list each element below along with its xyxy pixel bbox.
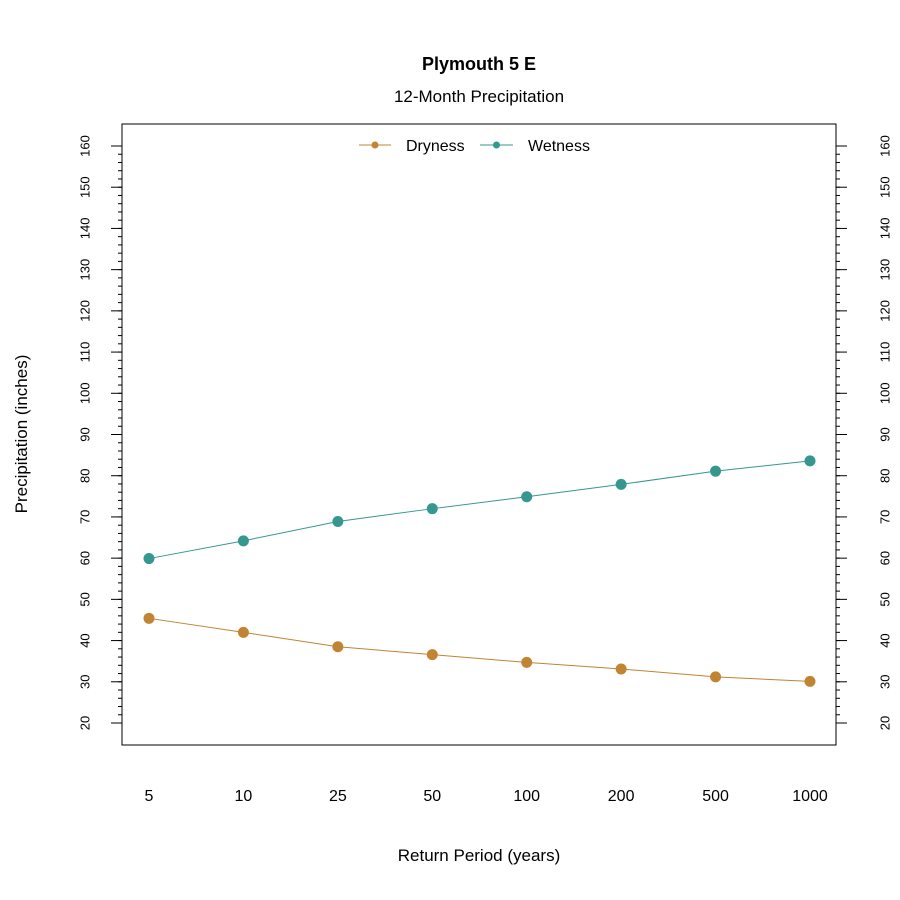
- y-axis-left: 20 30 40 50 60 70 80 90 100 110 120 130 140 150 160: [78, 135, 122, 730]
- y-tick-label-right: 120: [878, 300, 893, 322]
- y-tick-label-left: 50: [78, 592, 93, 606]
- data-point-dryness: [332, 641, 344, 653]
- x-tick-label: 200: [608, 788, 635, 805]
- series-layer: [143, 455, 816, 687]
- legend-label-wetness: Wetness: [528, 138, 590, 155]
- series-line-dryness: [148, 617, 811, 682]
- y-axis-label: Precipitation (inches): [12, 355, 31, 514]
- y-tick-label-right: 40: [878, 633, 893, 647]
- y-tick-label-right: 110: [878, 342, 893, 363]
- x-axis: 5 10 25 50 100 200 500 1000: [145, 788, 828, 805]
- chart-subtitle: 12-Month Precipitation: [394, 87, 564, 106]
- x-tick-label: 1000: [792, 788, 828, 805]
- y-tick-label-right: 140: [878, 218, 893, 240]
- data-point-wetness: [332, 515, 344, 527]
- data-point-dryness: [143, 612, 155, 624]
- y-tick-label-right: 20: [878, 716, 893, 730]
- y-tick-label-left: 20: [78, 716, 93, 730]
- x-tick-label: 500: [702, 788, 729, 805]
- legend: Dryness Wetness: [359, 138, 590, 155]
- data-point-wetness: [237, 535, 249, 547]
- data-point-dryness: [710, 671, 722, 683]
- y-tick-label-right: 80: [878, 468, 893, 482]
- y-tick-label-right: 150: [878, 176, 893, 198]
- data-point-dryness: [804, 675, 816, 687]
- legend-marker-dryness: [371, 141, 379, 149]
- y-tick-label-left: 40: [78, 633, 93, 647]
- data-point-dryness: [521, 656, 533, 668]
- y-tick-label-left: 90: [78, 427, 93, 441]
- x-tick-label: 50: [423, 788, 441, 805]
- y-tick-label-left: 150: [78, 176, 93, 198]
- data-point-wetness: [143, 553, 155, 565]
- data-point-dryness: [615, 663, 627, 675]
- x-tick-label: 100: [513, 788, 540, 805]
- y-tick-label-left: 80: [78, 468, 93, 482]
- data-point-wetness: [521, 491, 533, 503]
- data-point-wetness: [710, 465, 722, 477]
- y-tick-label-left: 30: [78, 675, 93, 689]
- y-tick-label-left: 130: [78, 259, 93, 281]
- y-tick-label-right: 30: [878, 675, 893, 689]
- legend-label-dryness: Dryness: [406, 138, 465, 155]
- y-tick-label-right: 100: [878, 382, 893, 404]
- data-point-dryness: [426, 649, 438, 661]
- y-tick-label-left: 110: [78, 342, 93, 363]
- y-tick-label-right: 60: [878, 551, 893, 565]
- y-tick-label-left: 120: [78, 300, 93, 322]
- y-tick-label-left: 100: [78, 382, 93, 404]
- y-tick-label-left: 60: [78, 551, 93, 565]
- data-point-wetness: [615, 478, 627, 490]
- y-tick-label-right: 130: [878, 259, 893, 281]
- y-tick-label-left: 160: [78, 135, 93, 157]
- y-axis-right: 20 30 40 50 60 70 80 90 100 110 120 130 140 150 160: [836, 135, 893, 730]
- data-point-wetness: [426, 503, 438, 515]
- series-line-wetness: [148, 460, 811, 560]
- data-point-wetness: [804, 455, 816, 467]
- y-tick-label-left: 140: [78, 218, 93, 240]
- chart-title: Plymouth 5 E: [422, 54, 536, 74]
- x-tick-label: 25: [329, 788, 347, 805]
- legend-marker-wetness: [493, 141, 500, 149]
- y-tick-label-right: 90: [878, 427, 893, 441]
- y-tick-label-right: 50: [878, 592, 893, 606]
- data-point-dryness: [237, 626, 249, 638]
- x-tick-label: 5: [145, 788, 154, 805]
- plot-frame: [121, 123, 837, 746]
- x-tick-label: 10: [235, 788, 253, 805]
- x-axis-label: Return Period (years): [398, 846, 561, 865]
- y-tick-label-right: 160: [878, 135, 893, 157]
- y-tick-label-left: 70: [78, 510, 93, 524]
- y-tick-label-right: 70: [878, 510, 893, 524]
